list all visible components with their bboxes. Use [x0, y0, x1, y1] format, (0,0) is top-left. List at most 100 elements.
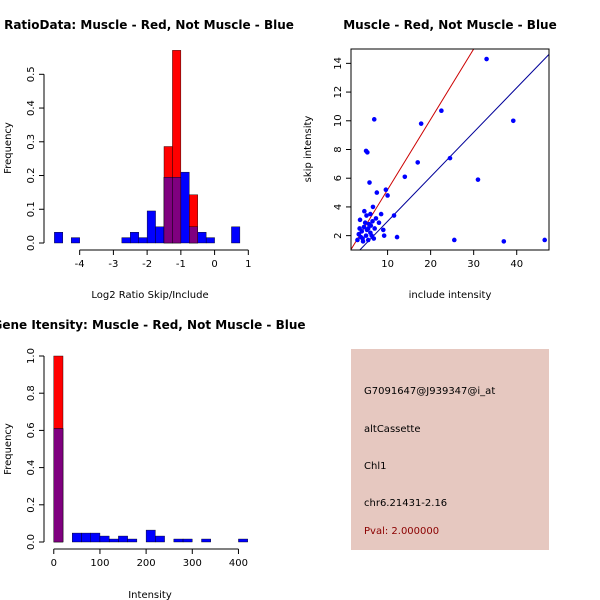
scatter-point — [378, 211, 384, 217]
x-tick-label: 100 — [90, 558, 109, 569]
x-tick-label: -1 — [176, 259, 186, 270]
scatter-point — [501, 239, 507, 244]
y-tick-label: 1.0 — [26, 348, 37, 364]
bar-not-muscle — [145, 529, 156, 543]
scatter-point — [542, 237, 547, 243]
gene-name: Chl1 — [364, 461, 387, 472]
y-tick-label: 0.6 — [26, 422, 37, 438]
event-type: altCassette — [364, 424, 421, 435]
scatter-point — [484, 56, 489, 62]
y-tick-label: 10 — [333, 114, 344, 127]
ratio-histogram-xlabel: Log2 Ratio Skip/Include — [91, 290, 208, 301]
scatter-point — [362, 220, 368, 226]
x-tick-label: 200 — [137, 558, 156, 569]
x-tick-label: 10 — [381, 259, 394, 270]
ratio-histogram-title: RatioData: Muscle - Red, Not Muscle - Bl… — [4, 18, 294, 32]
bar-not-muscle — [130, 232, 139, 244]
y-tick-label: 0.8 — [26, 385, 37, 401]
scatter-point — [361, 224, 367, 230]
scatter-point — [385, 193, 390, 198]
intensity-scatter-xlabel: include intensity — [409, 290, 492, 301]
scatter-point — [510, 118, 516, 124]
y-tick-label: 0.4 — [26, 460, 37, 476]
scatter-point — [370, 204, 376, 210]
bar-overlap — [189, 226, 198, 244]
gene-intensity-title: Gene Itensity: Muscle - Red, Not Muscle … — [0, 318, 306, 332]
bar-not-muscle — [72, 532, 82, 543]
scatter-point — [363, 233, 369, 238]
scatter-point — [355, 237, 360, 243]
scatter-point — [391, 213, 397, 218]
ratio-histogram: RatioData: Muscle - Red, Not Muscle - Bl… — [3, 18, 294, 301]
scatter-point — [475, 177, 481, 182]
scatter-point — [381, 233, 387, 238]
x-tick-label: -4 — [75, 259, 85, 270]
x-tick-label: 0 — [51, 558, 57, 569]
y-tick-label: 4 — [333, 204, 344, 210]
scatter-point — [383, 187, 389, 192]
scatter-point — [368, 211, 373, 217]
genomic-location: chr6.21431-2.16 — [364, 498, 448, 509]
scatter-point — [439, 108, 444, 114]
scatter-point — [371, 117, 377, 122]
bar-not-muscle — [99, 535, 110, 543]
scatter-point — [364, 213, 369, 218]
bar-not-muscle — [201, 538, 211, 543]
x-tick-label: -2 — [142, 259, 152, 270]
y-tick-label: 0.2 — [26, 168, 37, 184]
intensity-scatter: Muscle - Red, Not Muscle - Blue 10 20 30 40… — [303, 18, 557, 301]
scatter-point — [373, 216, 379, 221]
bar-not-muscle — [231, 226, 241, 244]
bar-not-muscle — [205, 237, 215, 244]
y-tick-label: 14 — [333, 57, 344, 70]
y-tick-label: 12 — [333, 86, 344, 99]
scatter-point — [367, 180, 372, 185]
scatter-point — [359, 229, 365, 234]
ratio-histogram-ylabel: Frequency — [3, 122, 14, 174]
y-tick-label: 0.1 — [26, 201, 37, 217]
gene-intensity-histogram: Gene Itensity: Muscle - Red, Not Muscle … — [0, 318, 306, 600]
bar-not-muscle — [155, 226, 165, 244]
bar-not-muscle — [146, 210, 156, 244]
intensity-scatter-title: Muscle - Red, Not Muscle - Blue — [343, 18, 557, 32]
bar-not-muscle — [118, 535, 128, 543]
bar-not-muscle — [238, 538, 248, 543]
y-tick-label: 0.2 — [26, 497, 37, 513]
bar-not-muscle — [182, 538, 193, 543]
scatter-point — [368, 223, 374, 228]
y-tick-label: 0.3 — [26, 134, 37, 150]
x-tick-label: 40 — [510, 259, 523, 270]
scatter-point — [394, 234, 400, 240]
not-muscle-fit-line — [359, 54, 550, 251]
y-tick-label: 0.0 — [26, 235, 37, 251]
y-tick-label: 6 — [333, 175, 344, 181]
x-tick-label: -3 — [108, 259, 118, 270]
scatter-point — [371, 236, 377, 241]
bar-overlap — [172, 177, 182, 244]
scatter-point — [372, 226, 377, 231]
x-tick-label: 300 — [183, 558, 202, 569]
bar-not-muscle — [127, 538, 138, 543]
scatter-point — [447, 155, 453, 161]
scatter-point — [370, 218, 375, 224]
bar-not-muscle — [108, 538, 119, 543]
bar-not-muscle — [81, 532, 91, 543]
muscle-fit-line — [350, 48, 475, 250]
bar-overlap — [53, 428, 64, 543]
scatter-plot-frame — [350, 48, 550, 251]
gene-intensity-ylabel: Frequency — [3, 423, 14, 475]
bar-not-muscle — [173, 538, 184, 543]
scatter-point — [418, 121, 424, 126]
bar-overlap — [163, 177, 173, 244]
x-tick-label: 0 — [211, 259, 217, 270]
x-tick-label: 30 — [467, 259, 480, 270]
scatter-point — [415, 160, 421, 165]
scatter-point — [376, 220, 382, 226]
bar-not-muscle — [180, 171, 190, 244]
bar-not-muscle — [155, 535, 165, 543]
bar-not-muscle — [90, 532, 101, 543]
intensity-scatter-ylabel: skip intensity — [303, 116, 314, 183]
scatter-point — [402, 174, 408, 180]
scatter-point — [357, 217, 363, 223]
